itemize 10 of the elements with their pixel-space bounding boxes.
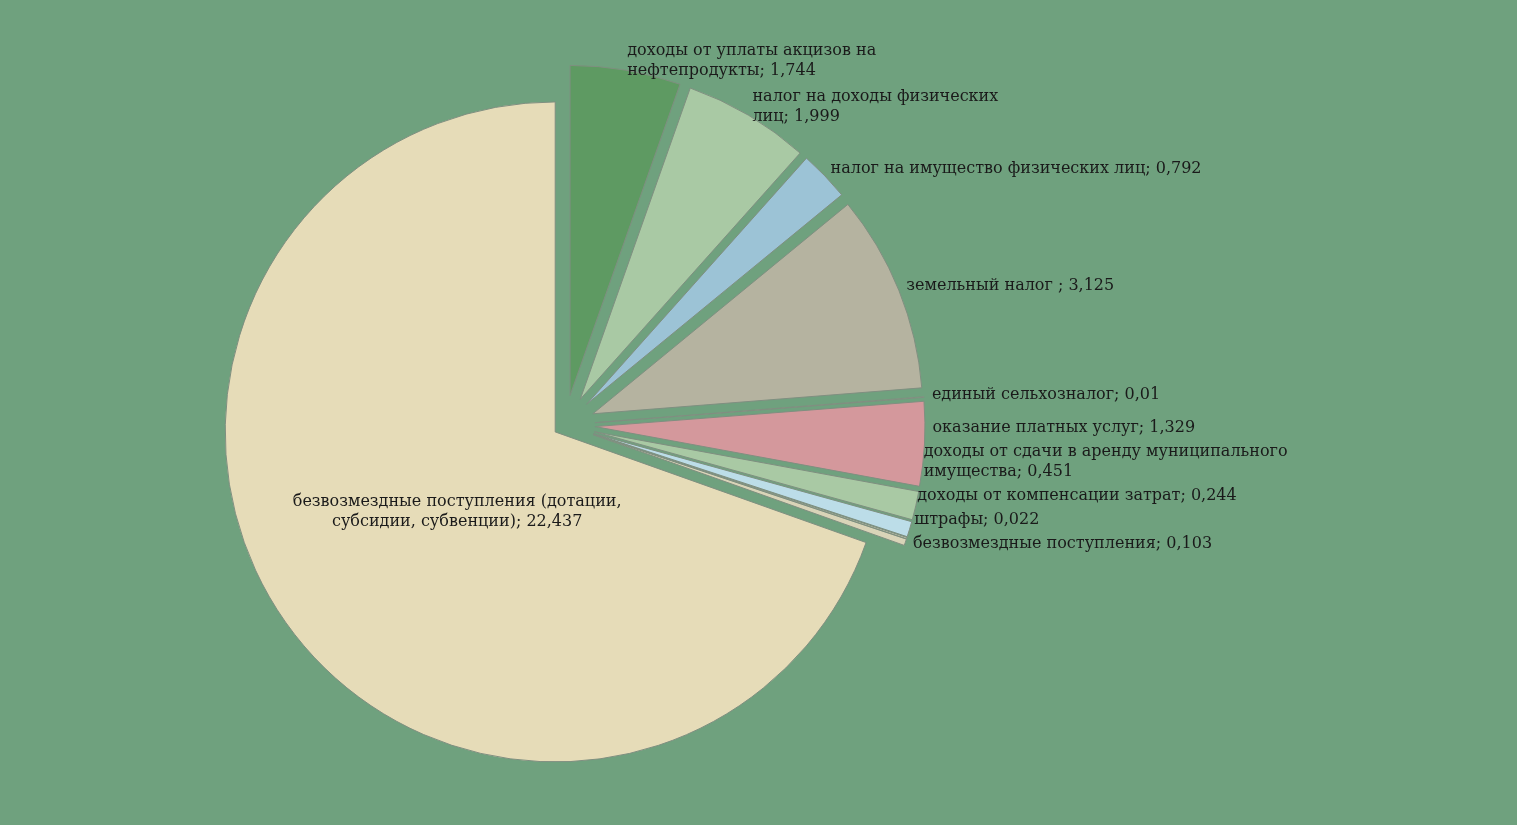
slice-label: штрафы; 0,022: [914, 508, 1040, 528]
slice-label: оказание платных услуг; 1,329: [932, 416, 1196, 436]
slice-label: единый сельхозналог; 0,01: [931, 384, 1161, 404]
slice-label: безвозмездные поступления; 0,103: [912, 532, 1213, 552]
slice-label: безвозмездные поступления (дотации, субсидии, субвенции); 22,437: [292, 491, 622, 531]
slice-label: доходы от компенсации затрат; 0,244: [917, 484, 1237, 504]
slice-label: доходы от уплаты акцизов на нефтепродукты; 1,744: [627, 40, 877, 80]
slice-label: земельный налог ; 3,125: [906, 275, 1115, 295]
slice-label: налог на имущество физических лиц; 0,792: [830, 158, 1202, 178]
slice-label: налог на доходы физических лиц; 1,999: [752, 86, 999, 126]
